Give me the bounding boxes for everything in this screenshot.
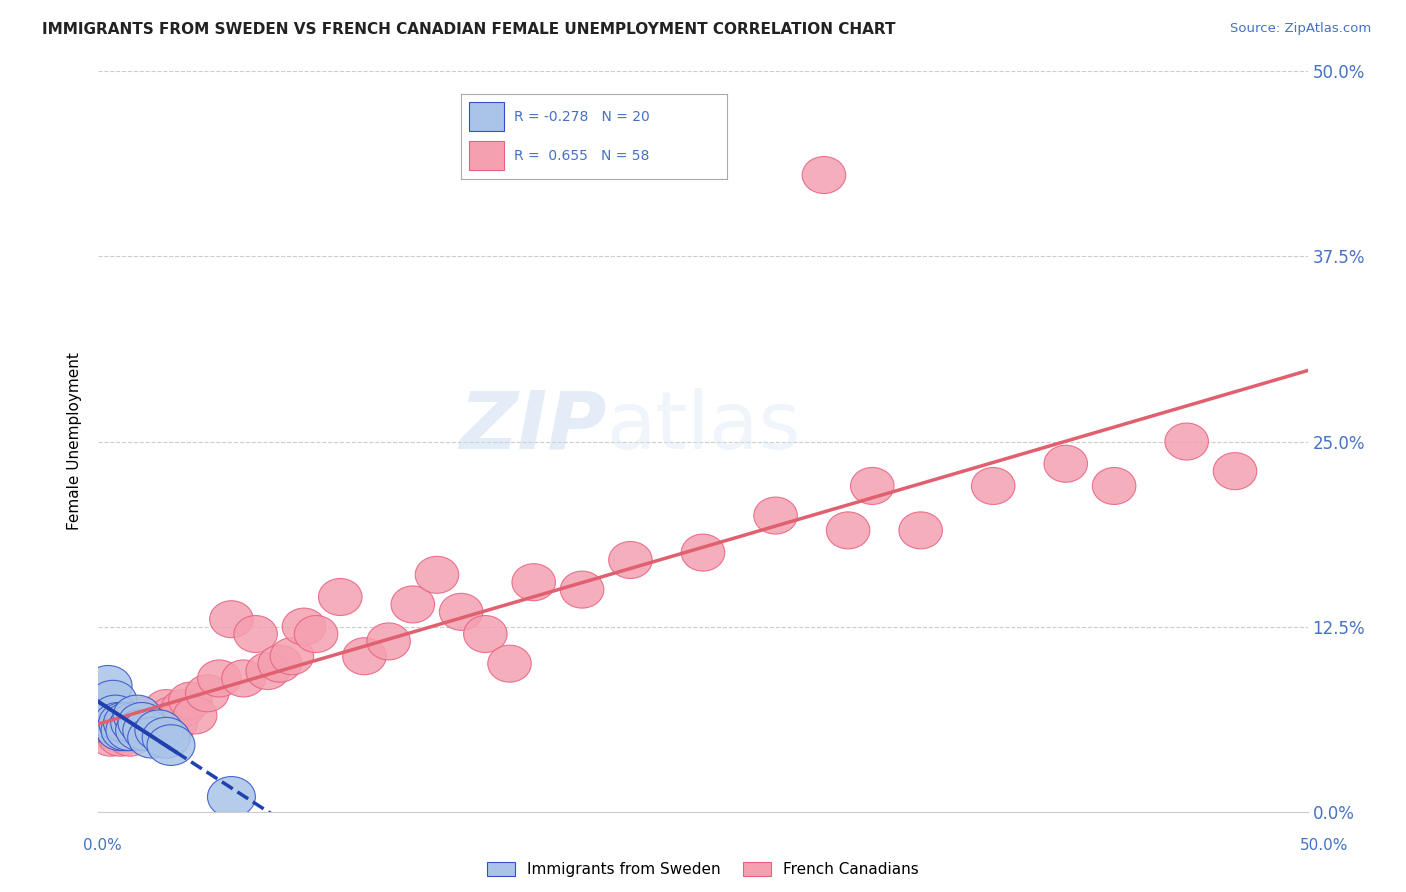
Text: ZIP: ZIP [458,388,606,466]
Text: Source: ZipAtlas.com: Source: ZipAtlas.com [1230,22,1371,36]
Legend: Immigrants from Sweden, French Canadians: Immigrants from Sweden, French Canadians [481,855,925,883]
Text: atlas: atlas [606,388,800,466]
Text: IMMIGRANTS FROM SWEDEN VS FRENCH CANADIAN FEMALE UNEMPLOYMENT CORRELATION CHART: IMMIGRANTS FROM SWEDEN VS FRENCH CANADIA… [42,22,896,37]
Text: 50.0%: 50.0% [1301,838,1348,853]
Text: 0.0%: 0.0% [83,838,122,853]
Y-axis label: Female Unemployment: Female Unemployment [67,352,83,531]
